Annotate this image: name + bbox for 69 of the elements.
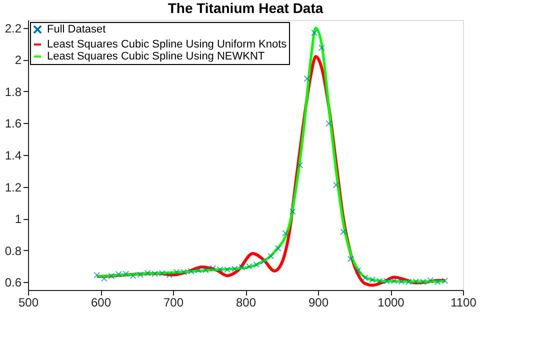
x-tick-label: 1000 bbox=[378, 296, 405, 310]
point bbox=[376, 278, 383, 284]
x-tick-label: 1100 bbox=[450, 296, 477, 310]
point bbox=[398, 278, 405, 285]
point bbox=[274, 245, 282, 252]
point bbox=[296, 162, 304, 168]
point bbox=[420, 278, 426, 286]
point bbox=[311, 30, 318, 36]
point bbox=[202, 266, 209, 274]
point bbox=[180, 268, 188, 276]
point bbox=[304, 75, 310, 82]
point bbox=[362, 274, 368, 282]
x-tick-label: 700 bbox=[163, 296, 184, 310]
point bbox=[173, 268, 180, 276]
point bbox=[122, 270, 130, 278]
y-tick-label: 1.8 bbox=[4, 84, 22, 99]
x-tick-label: 900 bbox=[308, 296, 329, 310]
point bbox=[354, 267, 362, 274]
point bbox=[144, 270, 151, 276]
point bbox=[216, 266, 224, 273]
point bbox=[427, 277, 434, 284]
y-tick-label: 1 bbox=[14, 212, 22, 226]
point bbox=[231, 266, 238, 272]
legend-label: Least Squares Cubic Spline Using NEWKNT bbox=[47, 50, 265, 62]
point bbox=[332, 182, 340, 188]
point bbox=[130, 272, 136, 280]
y-tick-label: 2.2 bbox=[4, 21, 22, 36]
point bbox=[260, 258, 267, 265]
y-tick-label: 0.8 bbox=[4, 244, 22, 258]
legend-label: Least Squares Cubic Spline Using Uniform Knots bbox=[47, 38, 288, 50]
y-tick-label: 1.2 bbox=[4, 180, 22, 194]
point bbox=[210, 265, 216, 272]
y-tick-label: 1.4 bbox=[4, 148, 22, 162]
point bbox=[289, 208, 296, 215]
point bbox=[253, 261, 260, 268]
point bbox=[188, 268, 194, 274]
point bbox=[434, 278, 441, 286]
point bbox=[100, 275, 108, 282]
y-tick-label: 1.6 bbox=[4, 116, 22, 131]
point bbox=[318, 44, 325, 52]
point bbox=[94, 272, 100, 278]
point bbox=[152, 270, 158, 278]
x-tick-label: 500 bbox=[18, 296, 39, 310]
point bbox=[390, 277, 398, 284]
point bbox=[412, 278, 420, 285]
point bbox=[442, 278, 448, 284]
point bbox=[115, 271, 122, 278]
point bbox=[384, 278, 390, 284]
y-tick-label: 2 bbox=[14, 53, 22, 68]
x-tick-label: 600 bbox=[90, 296, 112, 310]
point bbox=[347, 256, 354, 262]
point bbox=[137, 272, 144, 278]
point bbox=[282, 230, 289, 237]
legend-label: Full Dataset bbox=[47, 24, 106, 36]
point bbox=[326, 120, 332, 127]
point bbox=[405, 278, 412, 286]
point bbox=[166, 272, 173, 278]
point bbox=[268, 252, 274, 260]
point bbox=[224, 266, 231, 273]
point bbox=[369, 276, 376, 283]
point bbox=[108, 272, 115, 280]
point bbox=[195, 266, 202, 274]
point bbox=[340, 228, 347, 236]
point bbox=[238, 264, 246, 270]
point bbox=[158, 270, 166, 277]
y-tick-label: 0.6 bbox=[4, 276, 22, 290]
x-tick-label: 800 bbox=[236, 296, 256, 310]
point bbox=[246, 263, 252, 270]
chart-title: The Titanium Heat Data bbox=[168, 0, 324, 16]
